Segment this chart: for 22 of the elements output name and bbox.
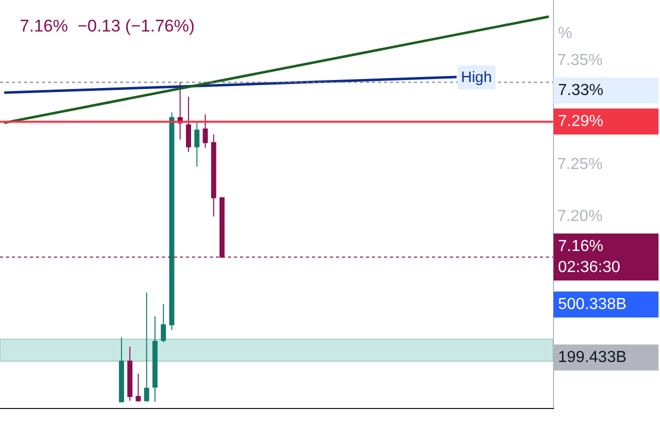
y-tick-label: 7.25% — [557, 156, 603, 174]
candlestick — [211, 134, 216, 217]
y-tick-label: 7.20% — [557, 208, 603, 226]
ref-line-label: 7.29% — [558, 113, 604, 130]
text: 199.433B — [558, 349, 627, 366]
ref-line-label: 7.16% 02:36:30 — [558, 238, 620, 276]
candlestick — [136, 373, 141, 402]
text: % — [558, 25, 572, 42]
candlestick — [160, 303, 166, 343]
candlestick — [194, 121, 200, 168]
text: 7.16% −0.13 (−1.76%) — [20, 16, 195, 36]
text: 7.33% — [558, 82, 604, 99]
candlestick — [186, 96, 192, 152]
text: 500.338B — [558, 296, 627, 313]
candlestick — [152, 316, 158, 402]
series-label: High — [461, 69, 492, 86]
candlestick — [144, 292, 150, 402]
candlestick — [118, 336, 124, 402]
candlestick — [169, 112, 174, 330]
y-tick-label: 7.35% — [557, 52, 603, 69]
candlestick — [202, 114, 208, 148]
candlestick — [127, 346, 132, 402]
